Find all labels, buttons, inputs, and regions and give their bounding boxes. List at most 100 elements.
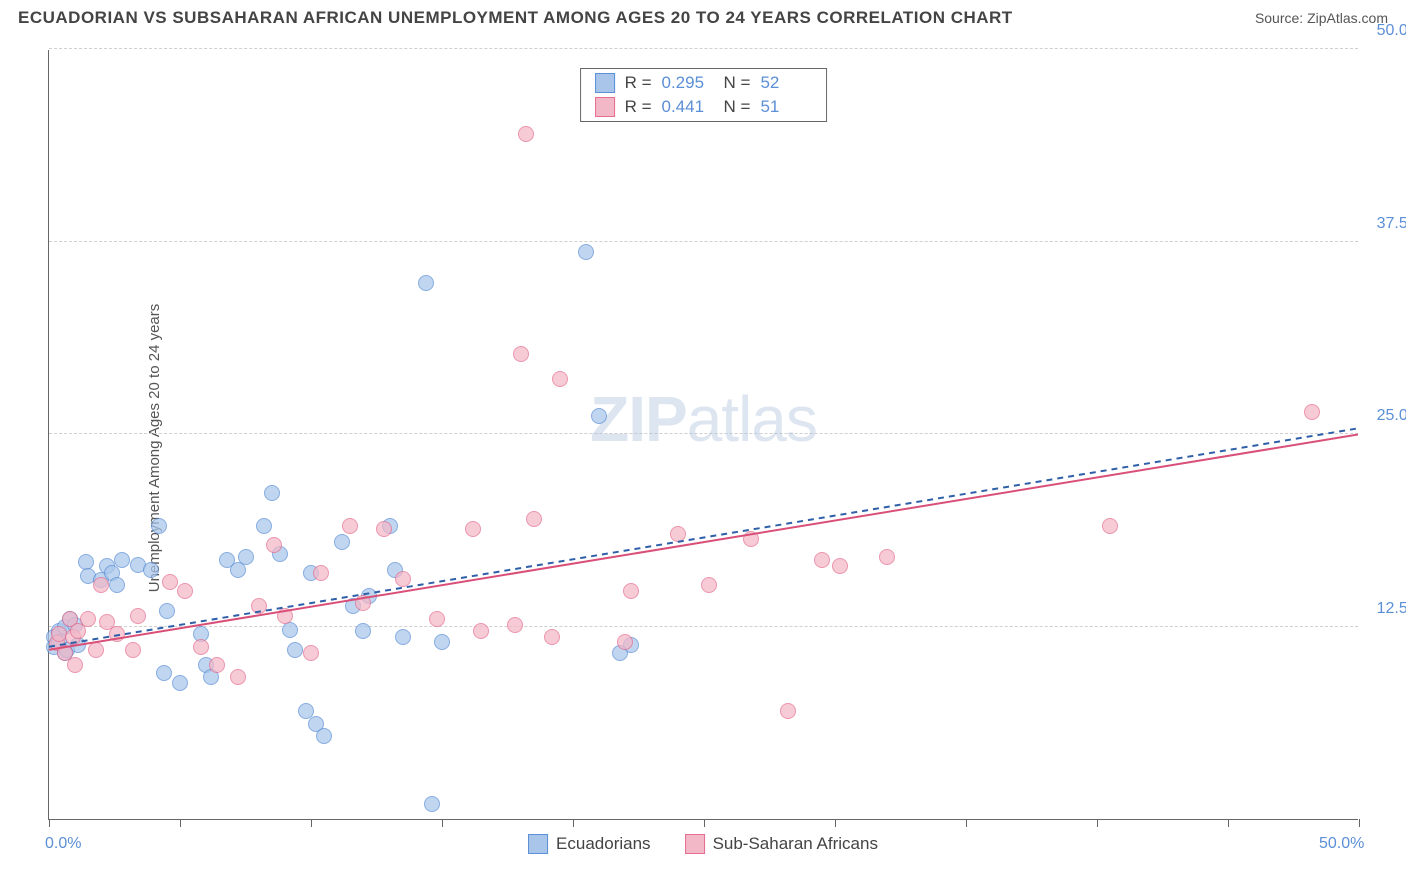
- data-point: [67, 657, 83, 673]
- y-tick-label: 12.5%: [1377, 600, 1406, 618]
- data-point: [93, 577, 109, 593]
- regression-lines: [49, 50, 1358, 819]
- data-point: [114, 552, 130, 568]
- data-point: [513, 346, 529, 362]
- n-value: 52: [760, 73, 812, 93]
- data-point: [143, 562, 159, 578]
- data-point: [617, 634, 633, 650]
- data-point: [701, 577, 717, 593]
- n-label: N =: [724, 73, 751, 93]
- data-point: [266, 537, 282, 553]
- data-point: [316, 728, 332, 744]
- regression-line: [49, 428, 1358, 646]
- x-tick-label: 0.0%: [45, 835, 81, 853]
- x-tick: [1359, 819, 1360, 827]
- data-point: [313, 565, 329, 581]
- stats-legend-row: R =0.295N =52: [581, 71, 827, 95]
- data-point: [526, 511, 542, 527]
- regression-line: [49, 435, 1358, 650]
- data-point: [578, 244, 594, 260]
- data-point: [473, 623, 489, 639]
- data-point: [177, 583, 193, 599]
- data-point: [282, 622, 298, 638]
- x-tick: [49, 819, 50, 827]
- data-point: [518, 126, 534, 142]
- watermark: ZIPatlas: [590, 382, 817, 456]
- chart-header: ECUADORIAN VS SUBSAHARAN AFRICAN UNEMPLO…: [0, 0, 1406, 34]
- x-tick: [442, 819, 443, 827]
- y-tick-label: 25.0%: [1377, 407, 1406, 425]
- series-legend: Ecuadorians Sub-Saharan Africans: [528, 834, 878, 854]
- data-point: [418, 275, 434, 291]
- data-point: [256, 518, 272, 534]
- legend-swatch: [685, 834, 705, 854]
- data-point: [465, 521, 481, 537]
- y-tick-label: 50.0%: [1377, 22, 1406, 40]
- data-point: [591, 408, 607, 424]
- data-point: [1102, 518, 1118, 534]
- gridline: [49, 433, 1358, 434]
- data-point: [287, 642, 303, 658]
- stats-legend-row: R =0.441N =51: [581, 95, 827, 119]
- data-point: [109, 577, 125, 593]
- legend-swatch: [528, 834, 548, 854]
- data-point: [434, 634, 450, 650]
- data-point: [88, 642, 104, 658]
- n-value: 51: [760, 97, 812, 117]
- data-point: [251, 598, 267, 614]
- data-point: [507, 617, 523, 633]
- data-point: [429, 611, 445, 627]
- data-point: [395, 571, 411, 587]
- gridline: [49, 241, 1358, 242]
- gridline: [49, 626, 1358, 627]
- x-tick: [1228, 819, 1229, 827]
- data-point: [130, 608, 146, 624]
- data-point: [1304, 404, 1320, 420]
- data-point: [109, 626, 125, 642]
- data-point: [80, 611, 96, 627]
- data-point: [151, 518, 167, 534]
- x-tick: [966, 819, 967, 827]
- data-point: [743, 531, 759, 547]
- data-point: [159, 603, 175, 619]
- plot-region: ZIPatlas R =0.295N =52R =0.441N =51 12.5…: [48, 50, 1358, 820]
- data-point: [334, 534, 350, 550]
- data-point: [238, 549, 254, 565]
- x-tick: [573, 819, 574, 827]
- data-point: [395, 629, 411, 645]
- data-point: [780, 703, 796, 719]
- legend-item: Ecuadorians: [528, 834, 651, 854]
- data-point: [355, 595, 371, 611]
- legend-label: Sub-Saharan Africans: [713, 834, 878, 854]
- chart-area: Unemployment Among Ages 20 to 24 years Z…: [0, 38, 1406, 858]
- data-point: [879, 549, 895, 565]
- data-point: [303, 645, 319, 661]
- data-point: [544, 629, 560, 645]
- data-point: [156, 665, 172, 681]
- gridline: [49, 48, 1358, 49]
- data-point: [832, 558, 848, 574]
- legend-item: Sub-Saharan Africans: [685, 834, 878, 854]
- legend-swatch: [595, 73, 615, 93]
- data-point: [125, 642, 141, 658]
- data-point: [623, 583, 639, 599]
- legend-swatch: [595, 97, 615, 117]
- x-tick: [704, 819, 705, 827]
- data-point: [277, 608, 293, 624]
- chart-title: ECUADORIAN VS SUBSAHARAN AFRICAN UNEMPLO…: [18, 8, 1013, 28]
- data-point: [424, 796, 440, 812]
- data-point: [355, 623, 371, 639]
- y-tick-label: 37.5%: [1377, 215, 1406, 233]
- data-point: [264, 485, 280, 501]
- data-point: [162, 574, 178, 590]
- n-label: N =: [724, 97, 751, 117]
- data-point: [670, 526, 686, 542]
- source-prefix: Source:: [1255, 10, 1307, 26]
- r-value: 0.295: [662, 73, 714, 93]
- data-point: [342, 518, 358, 534]
- data-point: [209, 657, 225, 673]
- x-tick: [835, 819, 836, 827]
- x-tick: [311, 819, 312, 827]
- x-tick-label: 50.0%: [1319, 835, 1364, 853]
- r-value: 0.441: [662, 97, 714, 117]
